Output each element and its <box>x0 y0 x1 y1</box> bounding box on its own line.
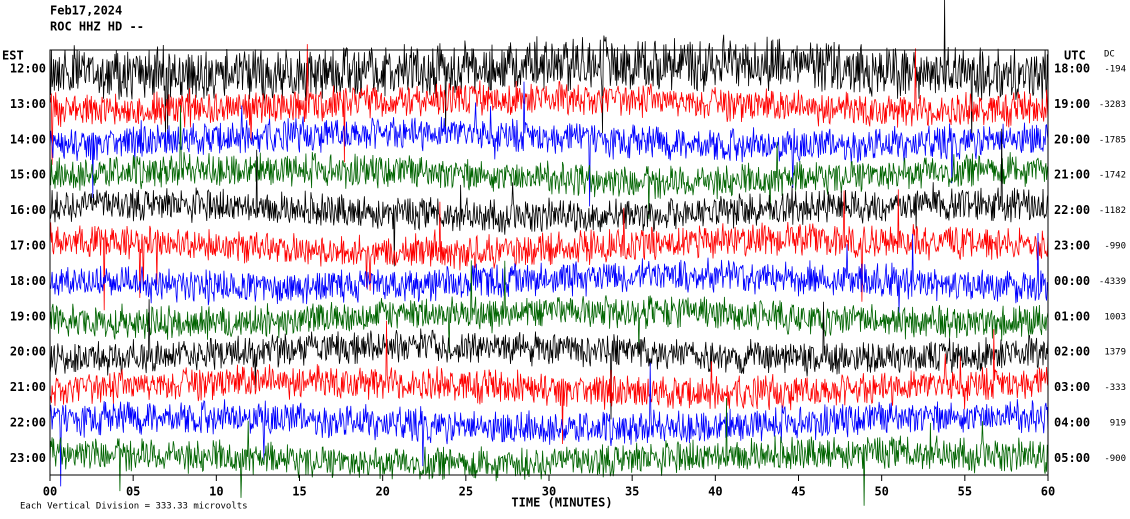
utc-label: 18:00 <box>1054 62 1090 76</box>
est-label: 12:00 <box>10 62 46 76</box>
trace <box>49 0 1048 142</box>
dc-value: -1785 <box>1099 135 1126 145</box>
est-label: 22:00 <box>10 416 46 430</box>
trace <box>49 81 1048 207</box>
dc-label: DC <box>1104 50 1115 60</box>
right-axis-label: UTC <box>1064 49 1086 63</box>
utc-label: 04:00 <box>1054 416 1090 430</box>
scale-note: Each Vertical Division = 333.33 microvol… <box>20 502 248 512</box>
trace <box>49 260 1048 354</box>
utc-label: 05:00 <box>1054 451 1090 465</box>
dc-value: 1379 <box>1104 348 1126 358</box>
dc-value: -1182 <box>1099 206 1126 216</box>
x-tick-label: 10 <box>209 485 223 499</box>
trace <box>49 362 1048 487</box>
x-tick-label: 00 <box>43 485 57 499</box>
x-tick-label: 30 <box>542 485 556 499</box>
x-tick-label: 40 <box>708 485 722 499</box>
trace <box>49 320 1048 445</box>
dc-value: -1742 <box>1099 171 1126 181</box>
utc-label: 23:00 <box>1054 239 1090 253</box>
dc-value: 919 <box>1110 419 1126 429</box>
x-tick-label: 15 <box>292 485 306 499</box>
dc-value: -3283 <box>1099 100 1126 110</box>
x-tick-label: 50 <box>874 485 888 499</box>
dc-value: -4339 <box>1099 277 1126 287</box>
est-label: 21:00 <box>10 380 46 394</box>
est-label: 19:00 <box>10 309 46 323</box>
dc-value: -333 <box>1104 383 1126 393</box>
utc-label: 21:00 <box>1054 168 1090 182</box>
x-tick-label: 35 <box>625 485 639 499</box>
trace <box>49 128 1048 267</box>
left-axis-label: EST <box>2 49 24 63</box>
est-label: 17:00 <box>10 239 46 253</box>
utc-label: 22:00 <box>1054 203 1090 217</box>
x-tick-label: 25 <box>459 485 473 499</box>
trace <box>49 397 1048 506</box>
trace <box>49 232 1048 313</box>
x-tick-label: 60 <box>1041 485 1055 499</box>
dc-value: -194 <box>1104 65 1126 75</box>
trace <box>49 44 1048 165</box>
trace <box>49 105 1048 220</box>
utc-label: 02:00 <box>1054 345 1090 359</box>
station: ROC HHZ HD -- <box>50 20 144 34</box>
dc-value: -990 <box>1104 242 1126 252</box>
utc-label: 20:00 <box>1054 132 1090 146</box>
utc-label: 01:00 <box>1054 309 1090 323</box>
date: Feb17,2024 <box>50 4 122 18</box>
est-label: 23:00 <box>10 451 46 465</box>
dc-value: 1003 <box>1104 312 1126 322</box>
est-label: 15:00 <box>10 168 46 182</box>
dc-value: -900 <box>1104 454 1126 464</box>
est-label: 18:00 <box>10 274 46 288</box>
x-tick-label: 55 <box>958 485 972 499</box>
trace <box>49 299 1048 420</box>
est-label: 13:00 <box>10 97 46 111</box>
x-tick-label: 45 <box>791 485 805 499</box>
utc-label: 03:00 <box>1054 380 1090 394</box>
est-label: 20:00 <box>10 345 46 359</box>
x-tick-label: 20 <box>375 485 389 499</box>
utc-label: 00:00 <box>1054 274 1090 288</box>
trace <box>49 189 1048 311</box>
utc-label: 19:00 <box>1054 97 1090 111</box>
x-axis-label: TIME (MINUTES) <box>511 496 612 510</box>
est-label: 14:00 <box>10 132 46 146</box>
est-label: 16:00 <box>10 203 46 217</box>
x-tick-label: 05 <box>126 485 140 499</box>
